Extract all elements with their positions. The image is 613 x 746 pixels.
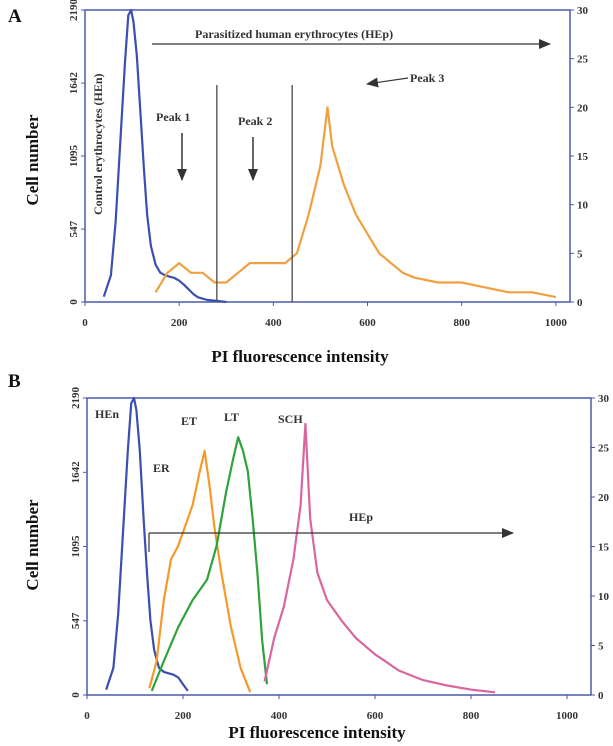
panel-a-series bbox=[102, 8, 557, 304]
er-label: ER bbox=[153, 461, 170, 475]
sch-label: SCH bbox=[278, 412, 303, 426]
y2-tick-label: 0 bbox=[598, 690, 604, 702]
x-tick-label: 200 bbox=[171, 317, 188, 329]
y-tick-label: 1642 bbox=[70, 461, 82, 484]
y2-tick-label: 25 bbox=[598, 443, 610, 455]
panel-b-y2-ticks: 0 5 10 15 20 25 30 bbox=[591, 393, 610, 702]
x-tick-label: 600 bbox=[367, 710, 384, 722]
peak3-label: Peak 3 bbox=[410, 71, 444, 85]
y-tick-label: 1642 bbox=[68, 72, 80, 95]
panel-b-series bbox=[105, 396, 496, 694]
y2-tick-label: 20 bbox=[598, 492, 610, 504]
series-line-1 bbox=[154, 106, 557, 299]
y-tick-label: 2190 bbox=[70, 387, 82, 410]
x-tick-label: 200 bbox=[175, 710, 192, 722]
panel-a-y-ticks: 0 547 1095 1642 2190 bbox=[68, 0, 85, 305]
panel-a-hen-label: Control erythrocytes (HEn) bbox=[91, 73, 105, 215]
series-line-3 bbox=[263, 422, 496, 694]
hep-label: HEp bbox=[349, 510, 373, 524]
y2-tick-label: 30 bbox=[577, 5, 589, 17]
y2-tick-label: 25 bbox=[577, 54, 589, 66]
panel-b-xlabel: PI fluorescence intensity bbox=[228, 723, 406, 742]
x-tick-label: 1000 bbox=[545, 317, 568, 329]
y2-tick-label: 15 bbox=[577, 151, 589, 163]
x-tick-label: 400 bbox=[271, 710, 288, 722]
series-line-2 bbox=[150, 436, 269, 692]
series-line-1 bbox=[148, 449, 252, 693]
panel-a-hep-label: Parasitized human erythrocytes (HEp) bbox=[195, 27, 393, 41]
series-line-0 bbox=[105, 396, 189, 692]
panel-a-xlabel: PI fluorescence intensity bbox=[211, 347, 389, 366]
x-tick-label: 800 bbox=[453, 317, 470, 329]
panel-a: A 0 547 1095 1642 2190 0 5 10 15 20 25 30 0 200 400 6… bbox=[8, 0, 589, 366]
x-tick-label: 1000 bbox=[556, 710, 579, 722]
y2-tick-label: 10 bbox=[598, 591, 610, 603]
y-tick-label: 547 bbox=[70, 612, 82, 629]
panel-a-ylabel: Cell number bbox=[23, 114, 42, 206]
y-tick-label: 1095 bbox=[68, 145, 80, 168]
x-tick-label: 400 bbox=[265, 317, 282, 329]
panel-a-x-ticks: 0 200 400 600 800 1000 bbox=[82, 302, 567, 329]
y-tick-label: 0 bbox=[70, 692, 82, 698]
series-line-0 bbox=[102, 8, 227, 304]
panel-b-label: B bbox=[8, 371, 21, 392]
et-label: ET bbox=[181, 414, 197, 428]
peak1-label: Peak 1 bbox=[156, 110, 190, 124]
peak2-label: Peak 2 bbox=[238, 114, 272, 128]
y-tick-label: 1095 bbox=[70, 535, 82, 558]
panel-b-y-ticks: 0 547 1095 1642 2190 bbox=[70, 387, 87, 698]
x-tick-label: 0 bbox=[84, 710, 90, 722]
panel-b-ylabel: Cell number bbox=[23, 499, 42, 591]
panel-b-plot-frame bbox=[86, 397, 592, 696]
y2-tick-label: 30 bbox=[598, 393, 610, 405]
panel-a-label: A bbox=[8, 6, 22, 27]
x-tick-label: 600 bbox=[359, 317, 376, 329]
lt-label: LT bbox=[224, 410, 239, 424]
y-tick-label: 2190 bbox=[68, 0, 80, 21]
y2-tick-label: 0 bbox=[577, 297, 583, 309]
panel-a-plot-frame bbox=[84, 9, 571, 303]
panel-b-x-ticks: 0 200 400 600 800 1000 bbox=[84, 695, 579, 722]
hen-label: HEn bbox=[95, 407, 119, 421]
panel-a-y2-ticks: 0 5 10 15 20 25 30 bbox=[570, 5, 589, 309]
y2-tick-label: 5 bbox=[598, 641, 604, 653]
y2-tick-label: 5 bbox=[577, 248, 583, 260]
x-tick-label: 800 bbox=[463, 710, 480, 722]
y-tick-label: 547 bbox=[68, 220, 80, 237]
panel-b: B 0 547 1095 1642 2190 0 5 10 15 20 25 30 0 200 400 6… bbox=[8, 371, 610, 742]
y2-tick-label: 10 bbox=[577, 200, 589, 212]
x-tick-label: 0 bbox=[82, 317, 88, 329]
y-tick-label: 0 bbox=[68, 299, 80, 305]
y2-tick-label: 15 bbox=[598, 542, 610, 554]
panel-a-gates bbox=[216, 85, 293, 302]
peak3-arrow bbox=[366, 77, 409, 88]
y2-tick-label: 20 bbox=[577, 102, 589, 114]
